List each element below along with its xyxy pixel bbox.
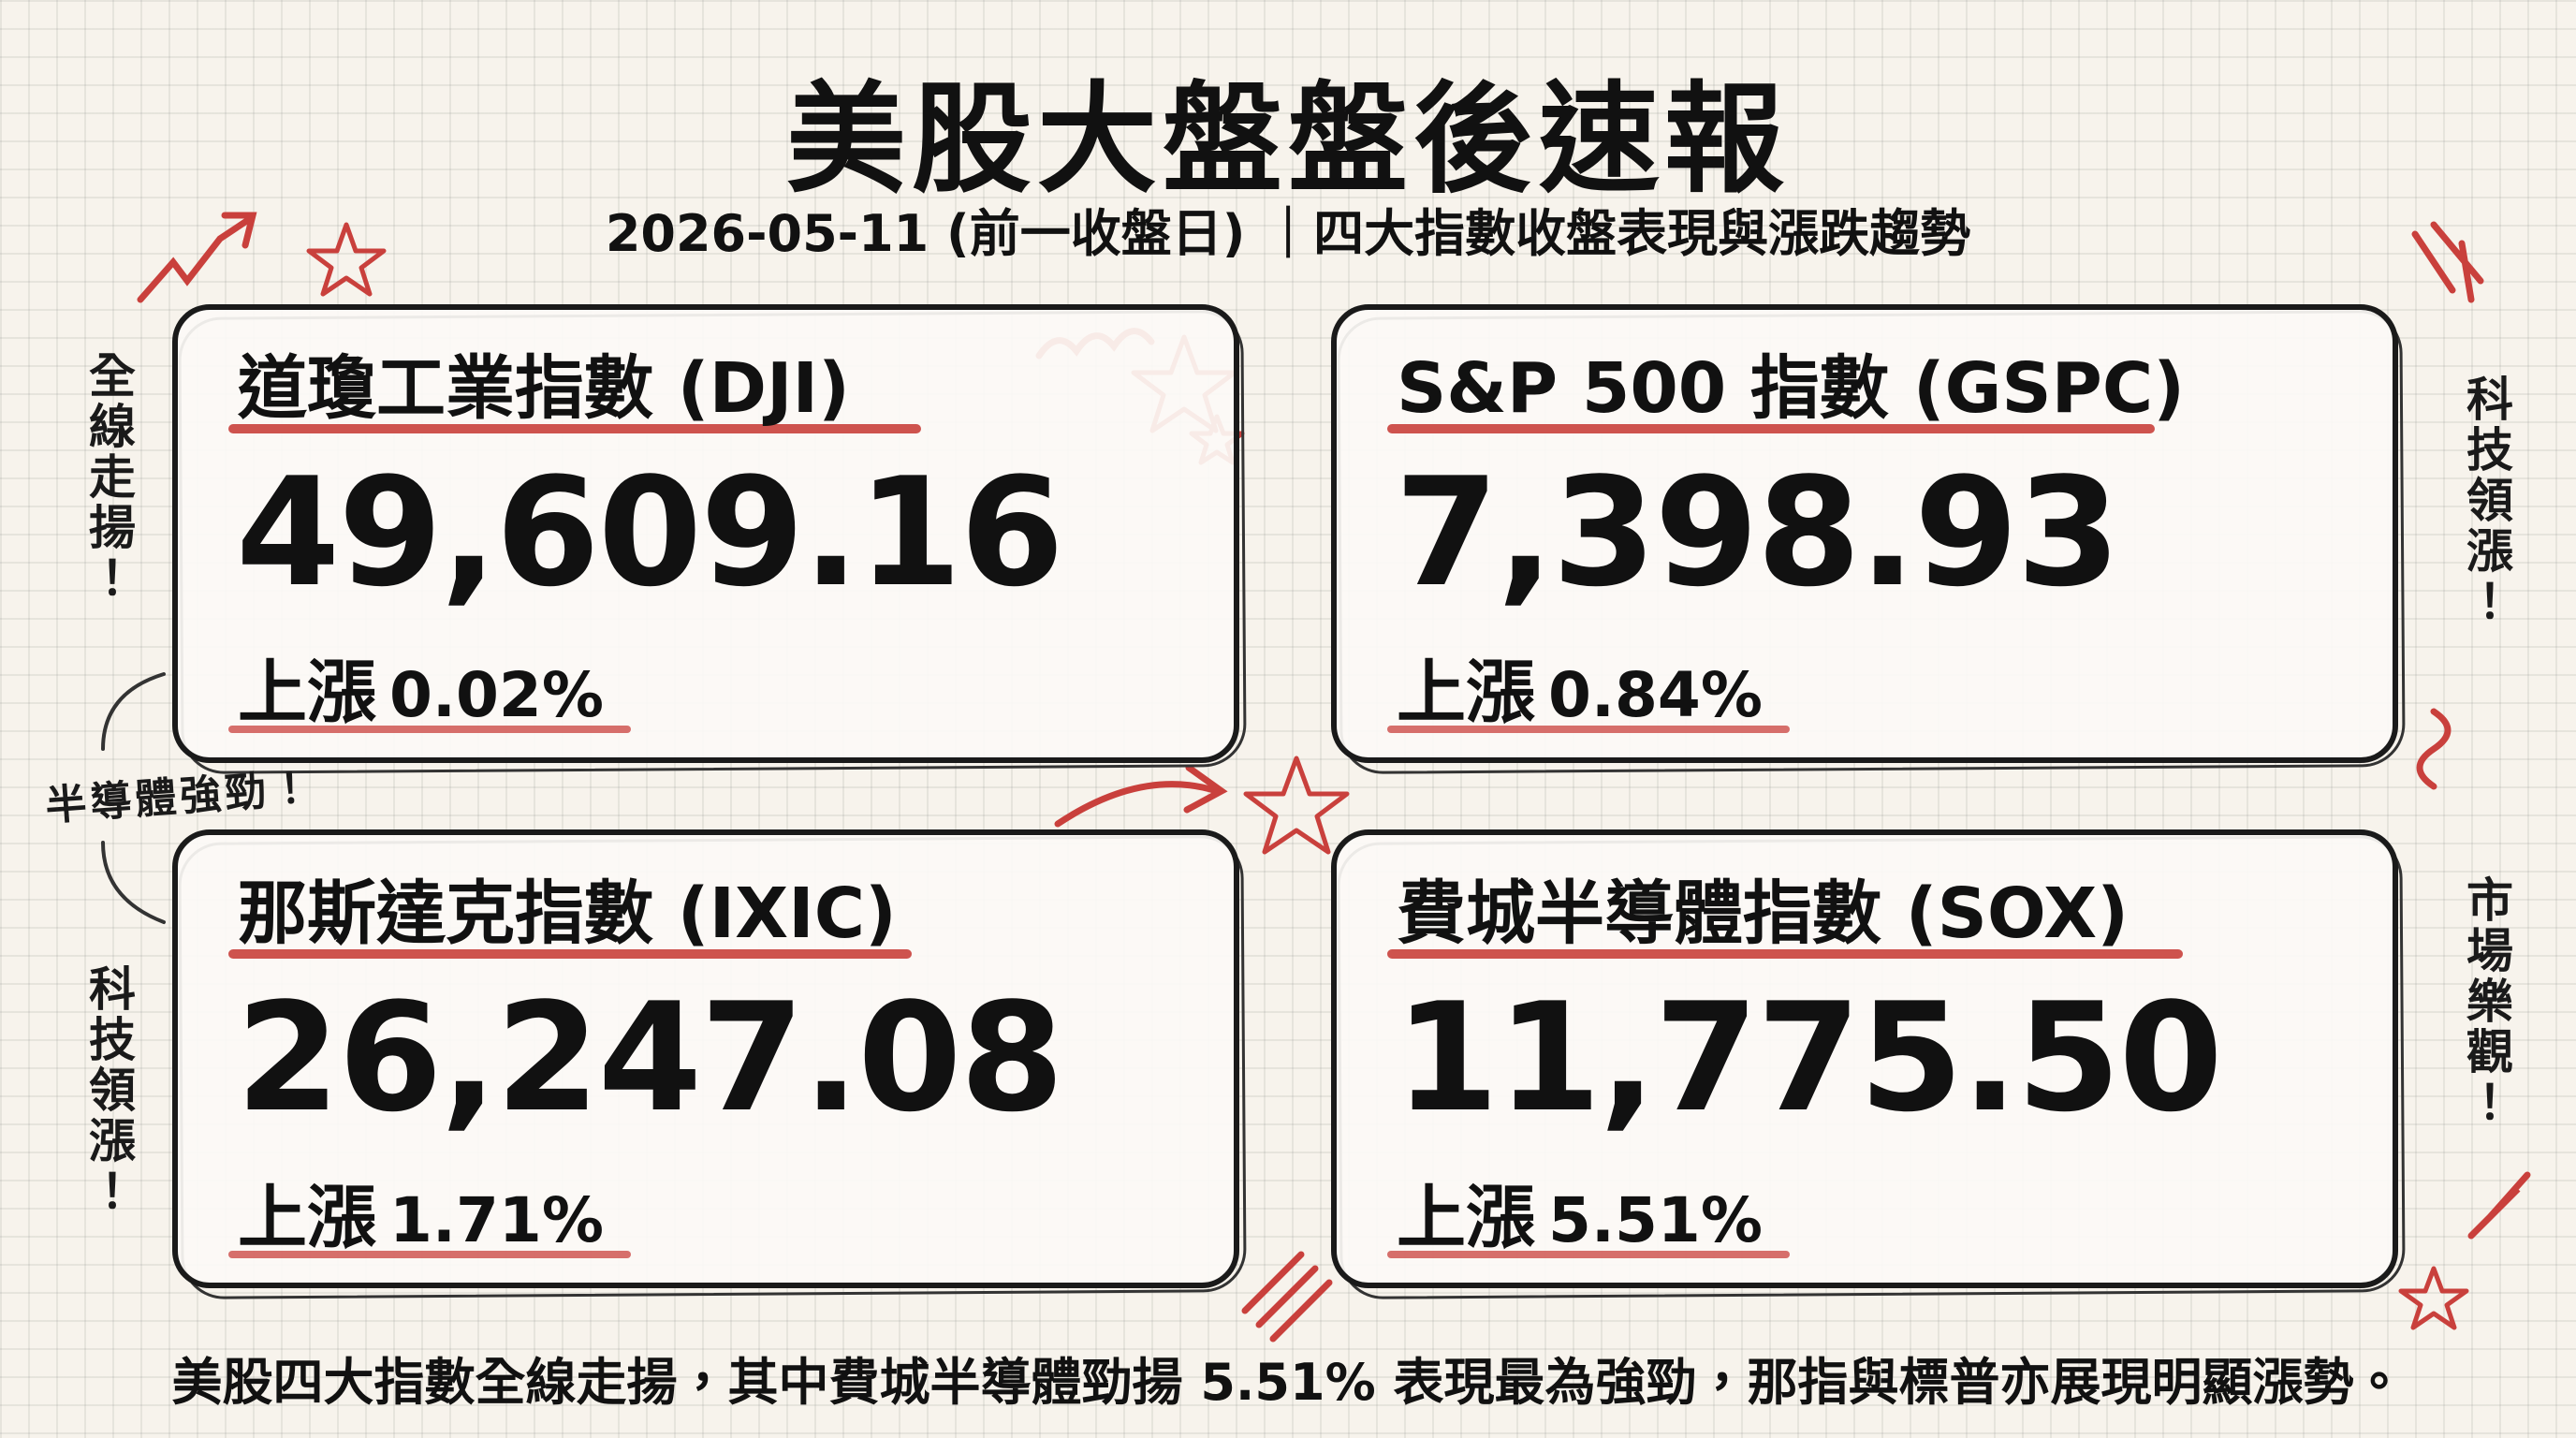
change-underline <box>228 726 631 733</box>
star-doodle <box>306 222 387 297</box>
arrow-doodle <box>137 216 252 303</box>
side-note: 科技領漲！ <box>81 964 136 1217</box>
card-border <box>172 829 1239 1288</box>
hatch-doodle <box>1241 1251 1333 1343</box>
index-name: 那斯達克指數 (IXIC) <box>238 873 897 954</box>
arrow-head <box>221 212 257 249</box>
index-change: 上漲 0.02% <box>238 637 604 737</box>
change-underline <box>228 1251 631 1258</box>
side-note: 科技領漲！ <box>2459 374 2513 627</box>
change-percent: 0.02% <box>389 659 604 731</box>
index-change: 上漲 1.71% <box>238 1162 604 1262</box>
subtitle: 2026-05-11 (前一收盤日) ｜四大指數收盤表現與漲跌趨勢 <box>605 204 1971 263</box>
change-direction: 上漲 <box>238 1178 376 1258</box>
change-direction: 上漲 <box>1397 653 1535 733</box>
change-underline <box>1387 1251 1790 1258</box>
title-underline <box>228 424 921 433</box>
side-note: 市場樂觀！ <box>2459 875 2513 1128</box>
arrow-doodle <box>1054 781 1221 828</box>
title: 美股大盤盤後速報 <box>785 70 1790 210</box>
change-direction: 上漲 <box>238 653 376 733</box>
index-change: 上漲 0.84% <box>1397 637 1763 737</box>
star-doodle <box>1243 756 1350 855</box>
arrow-doodle <box>101 841 166 924</box>
footer: 美股四大指數全線走揚，其中費城半導體勁揚 5.51% 表現最為強勁，那指與標普亦… <box>171 1353 2405 1412</box>
change-direction: 上漲 <box>1397 1178 1535 1258</box>
card-border <box>1331 829 2398 1288</box>
index-value: 49,609.16 <box>236 445 1064 620</box>
index-card: S&P 500 指數 (GSPC) 7,398.93 上漲 0.84% <box>1331 304 2406 774</box>
title-underline <box>1387 424 2155 433</box>
hatch-doodle <box>2411 221 2484 303</box>
title-underline <box>1387 949 2183 959</box>
star-doodle <box>2398 1266 2469 1330</box>
arrow-head <box>1183 764 1228 814</box>
zigzag-doodle <box>2467 1171 2531 1240</box>
title-underline <box>228 949 912 959</box>
change-percent: 1.71% <box>389 1184 604 1256</box>
change-percent: 5.51% <box>1548 1184 1763 1256</box>
index-name: 費城半導體指數 (SOX) <box>1397 873 2130 954</box>
index-card: 道瓊工業指數 (DJI) 49,609.16 上漲 0.02% <box>172 304 1247 774</box>
index-value: 11,775.50 <box>1395 970 2223 1145</box>
swirl-doodle <box>2416 708 2452 790</box>
index-value: 7,398.93 <box>1395 445 2121 620</box>
card-border <box>1331 304 2398 763</box>
index-card: 費城半導體指數 (SOX) 11,775.50 上漲 5.51% <box>1331 829 2406 1299</box>
card-border <box>172 304 1239 763</box>
change-percent: 0.84% <box>1548 659 1763 731</box>
index-name: S&P 500 指數 (GSPC) <box>1397 348 2186 429</box>
index-name: 道瓊工業指數 (DJI) <box>238 348 850 429</box>
change-underline <box>1387 726 1790 733</box>
arrow-doodle <box>101 672 166 751</box>
side-note: 全線走揚！ <box>81 351 136 604</box>
index-card: 那斯達克指數 (IXIC) 26,247.08 上漲 1.71% <box>172 829 1247 1299</box>
index-change: 上漲 5.51% <box>1397 1162 1763 1262</box>
index-value: 26,247.08 <box>236 970 1064 1145</box>
